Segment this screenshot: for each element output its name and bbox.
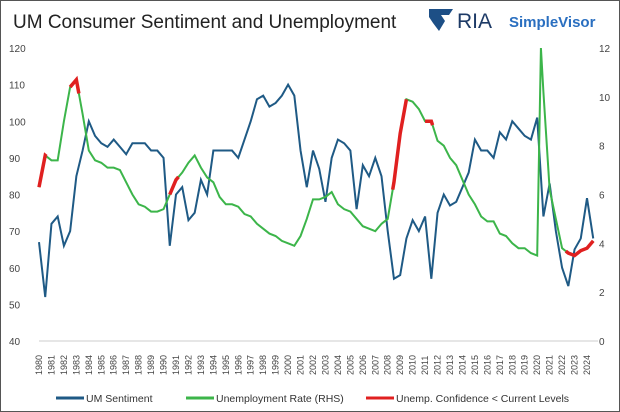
series-unemp-confidence-highlight xyxy=(390,98,409,190)
x-tick-label: 2013 xyxy=(445,355,455,375)
x-tick-label: 2016 xyxy=(482,355,492,375)
x-tick-label: 2024 xyxy=(582,355,592,375)
eagle-logo-icon xyxy=(429,9,453,31)
x-tick-label: 2001 xyxy=(296,355,306,375)
x-tick-label: 2009 xyxy=(395,355,405,375)
x-tick-label: 2023 xyxy=(570,355,580,375)
left-tick-label: 60 xyxy=(9,264,21,275)
x-tick-label: 1990 xyxy=(159,355,169,375)
x-tick-label: 2017 xyxy=(495,355,505,375)
x-tick-label: 2015 xyxy=(470,355,480,375)
x-tick-label: 2014 xyxy=(457,355,467,375)
series-unemp-confidence-highlight xyxy=(564,239,595,258)
left-tick-label: 50 xyxy=(9,300,21,311)
x-tick-label: 2006 xyxy=(358,355,368,375)
x-tick-label: 2011 xyxy=(420,356,430,375)
x-tick-label: 2022 xyxy=(557,355,567,375)
right-tick-label: 2 xyxy=(599,288,605,299)
left-tick-label: 90 xyxy=(9,154,21,165)
left-tick-label: 80 xyxy=(9,191,21,202)
left-tick-label: 70 xyxy=(9,227,21,238)
left-tick-label: 40 xyxy=(9,337,21,348)
x-tick-label: 1983 xyxy=(71,355,81,375)
x-tick-label: 1984 xyxy=(84,355,94,375)
x-tick-label: 1996 xyxy=(233,355,243,375)
series-unemp-confidence-highlight xyxy=(425,119,435,126)
x-tick-label: 1995 xyxy=(221,355,231,375)
x-tick-label: 1987 xyxy=(121,355,131,375)
x-tick-label: 2005 xyxy=(345,355,355,375)
x-tick-label: 1993 xyxy=(196,355,206,375)
x-tick-label: 2004 xyxy=(333,355,343,375)
x-tick-label: 1991 xyxy=(171,355,181,375)
chart-title: UM Consumer Sentiment and Unemployment xyxy=(13,12,397,33)
x-tick-label: 1981 xyxy=(46,355,56,375)
x-tick-label: 1998 xyxy=(258,355,268,375)
x-tick-label: 1997 xyxy=(246,355,256,375)
x-tick-label: 2012 xyxy=(433,355,443,375)
x-tick-label: 1989 xyxy=(146,355,156,375)
right-tick-label: 12 xyxy=(599,44,611,55)
logo: RIA SimpleVisor xyxy=(429,9,596,33)
series-unemp-confidence-highlight xyxy=(68,75,81,94)
x-tick-label: 2007 xyxy=(370,355,380,375)
left-tick-label: 100 xyxy=(9,117,26,128)
x-tick-label: 1985 xyxy=(96,355,106,375)
legend-label: UM Sentiment xyxy=(86,393,153,405)
x-tick-label: 2008 xyxy=(383,355,393,375)
logo-product: SimpleVisor xyxy=(509,14,596,31)
legend: UM Sentiment Unemployment Rate (RHS) Unemp… xyxy=(56,393,569,405)
legend-label: Unemp. Confidence < Current Levels xyxy=(396,393,569,405)
x-tick-label: 1986 xyxy=(109,355,119,375)
x-tick-label: 2000 xyxy=(283,355,293,375)
x-tick-label: 1988 xyxy=(134,355,144,375)
x-tick-label: 2021 xyxy=(545,355,555,375)
left-tick-label: 120 xyxy=(9,44,26,55)
x-tick-label: 2019 xyxy=(520,355,530,375)
x-tick-label: 2020 xyxy=(532,355,542,375)
series-unemployment-rate xyxy=(38,47,594,257)
x-tick-label: 1994 xyxy=(208,355,218,375)
x-tick-label: 1999 xyxy=(271,355,281,375)
x-tick-label: 2018 xyxy=(507,355,517,375)
right-tick-label: 6 xyxy=(599,191,605,202)
right-tick-label: 10 xyxy=(599,93,611,104)
logo-brand: RIA xyxy=(457,10,492,33)
right-tick-label: 8 xyxy=(599,142,605,153)
legend-label: Unemployment Rate (RHS) xyxy=(216,393,344,405)
right-tick-label: 4 xyxy=(599,239,605,250)
x-tick-label: 1980 xyxy=(34,355,44,375)
series-um-sentiment xyxy=(38,82,595,298)
x-tick-label: 1982 xyxy=(59,355,69,375)
x-tick-label: 2003 xyxy=(320,355,330,375)
series-unemp-confidence-highlight xyxy=(168,175,180,196)
left-tick-label: 110 xyxy=(9,81,25,92)
series-unemp-confidence-highlight xyxy=(37,152,48,188)
x-tick-label: 1992 xyxy=(183,355,193,375)
x-tick-label: 2002 xyxy=(308,355,318,375)
x-tick-label: 2010 xyxy=(408,355,418,375)
right-tick-label: 0 xyxy=(599,337,605,348)
